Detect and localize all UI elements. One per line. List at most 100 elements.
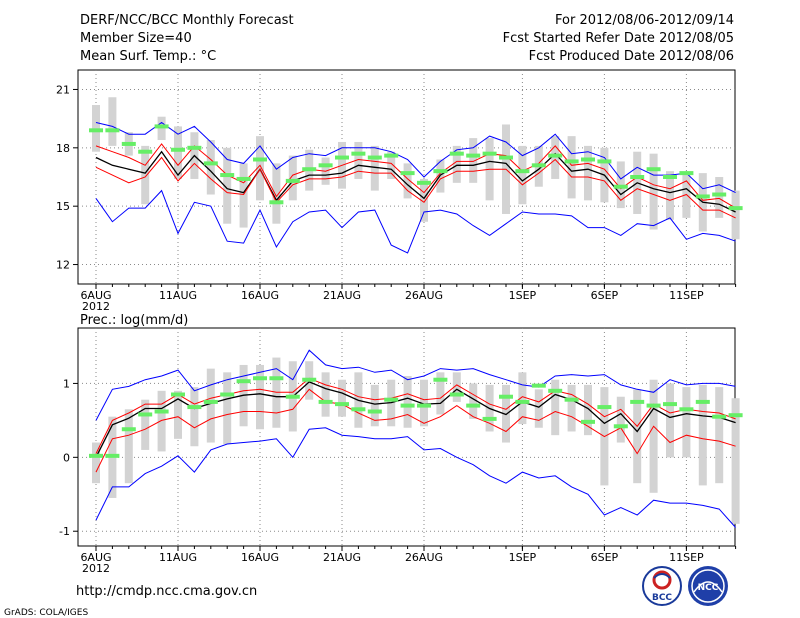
observed-marker (564, 397, 579, 402)
observed-marker (121, 141, 136, 146)
x-year-label: 2012 (82, 562, 110, 575)
bcc-logo-text: BCC (652, 593, 672, 603)
spread-box (649, 379, 658, 493)
observed-marker (253, 157, 267, 162)
observed-marker (449, 392, 464, 397)
observed-marker (89, 453, 103, 458)
observed-marker (105, 453, 120, 458)
observed-marker (646, 167, 661, 172)
spread-box (649, 153, 658, 230)
observed-marker (138, 412, 153, 417)
observed-marker (646, 403, 661, 408)
observed-marker (597, 405, 612, 410)
observed-marker (302, 377, 317, 382)
observed-marker (728, 206, 743, 211)
y-tick-label: 18 (56, 142, 70, 155)
x-tick-label: 6AUG (80, 551, 111, 564)
observed-marker (564, 159, 579, 164)
spread-box (551, 379, 560, 436)
x-tick-label: 11SEP (669, 551, 704, 564)
series-lower-line (95, 388, 736, 473)
x-tick-label: 6AUG (80, 289, 111, 302)
spread-box (387, 151, 396, 179)
x-tick-label: 1SEP (509, 551, 537, 564)
spread-box (92, 442, 100, 484)
observed-marker (187, 405, 202, 410)
x-tick-label: 11AUG (159, 551, 197, 564)
observed-marker (203, 399, 218, 404)
spread-box (666, 383, 674, 458)
spread-box (206, 368, 215, 443)
spread-box (567, 384, 576, 432)
spread-box (584, 145, 592, 201)
observed-marker (367, 155, 382, 160)
observed-marker (712, 414, 727, 419)
series-upper-line (95, 377, 736, 454)
observed-marker (679, 171, 694, 176)
x-tick-label: 6SEP (591, 551, 619, 564)
observed-marker (663, 402, 677, 407)
spread-box (682, 387, 691, 458)
observed-marker (302, 167, 317, 172)
observed-marker (253, 376, 267, 381)
series-upper-line (95, 143, 736, 209)
observed-marker (400, 403, 415, 408)
y-tick-label: -1 (59, 525, 70, 538)
source-url[interactable]: http://cmdp.ncc.cma.gov.cn (76, 584, 257, 599)
grads-credit: GrADS: COLA/IGES (4, 608, 88, 618)
y-tick-label: 12 (56, 259, 70, 272)
spread-box (174, 126, 182, 179)
produced-date: Fcst Produced Date 2012/08/06 (529, 49, 734, 64)
observed-marker (105, 128, 120, 133)
observed-marker (417, 403, 431, 408)
observed-marker (515, 399, 530, 404)
observed-marker (581, 419, 595, 424)
x-tick-label: 26AUG (405, 551, 443, 564)
observed-marker (466, 153, 481, 158)
observed-marker (121, 427, 136, 432)
x-tick-label: 21AUG (323, 289, 361, 302)
observed-marker (384, 153, 399, 158)
bcc-logo: BCC (642, 566, 682, 606)
spread-box (370, 145, 379, 191)
ncc-logo-text: NCC (698, 583, 719, 593)
forecast-period: For 2012/08/06-2012/09/14 (555, 13, 734, 28)
series-max-line (95, 349, 736, 421)
observed-marker (138, 149, 153, 154)
spread-box (321, 372, 330, 417)
spread-box (715, 387, 724, 484)
observed-marker (433, 169, 448, 174)
observed-marker (712, 192, 727, 197)
observed-marker (154, 124, 169, 129)
observed-marker (548, 388, 563, 393)
observed-marker (154, 409, 169, 414)
spread-box (469, 383, 478, 419)
spread-box (403, 376, 412, 428)
series-max-line (95, 121, 736, 194)
spread-box (223, 147, 232, 224)
observed-marker (630, 175, 645, 179)
observed-marker (400, 171, 415, 176)
observed-marker (335, 402, 349, 407)
x-tick-label: 16AUG (241, 289, 279, 302)
x-year-label: 2012 (82, 300, 110, 313)
observed-marker (203, 161, 218, 166)
x-tick-label: 16AUG (241, 551, 279, 564)
observed-marker (335, 155, 349, 160)
observed-marker (236, 176, 251, 181)
spread-box (141, 399, 150, 450)
spread-box (272, 163, 281, 224)
spread-box (174, 390, 182, 439)
y-tick-label: 0 (63, 451, 70, 464)
observed-marker (630, 399, 645, 404)
spread-box (518, 145, 527, 205)
observed-marker (171, 392, 185, 397)
observed-marker (171, 147, 185, 152)
spread-box (731, 190, 740, 240)
spread-box (436, 372, 445, 415)
spread-box (420, 379, 428, 427)
observed-marker (597, 159, 612, 164)
x-tick-label: 1SEP (509, 289, 537, 302)
observed-marker (220, 392, 235, 397)
observed-marker (531, 383, 546, 388)
